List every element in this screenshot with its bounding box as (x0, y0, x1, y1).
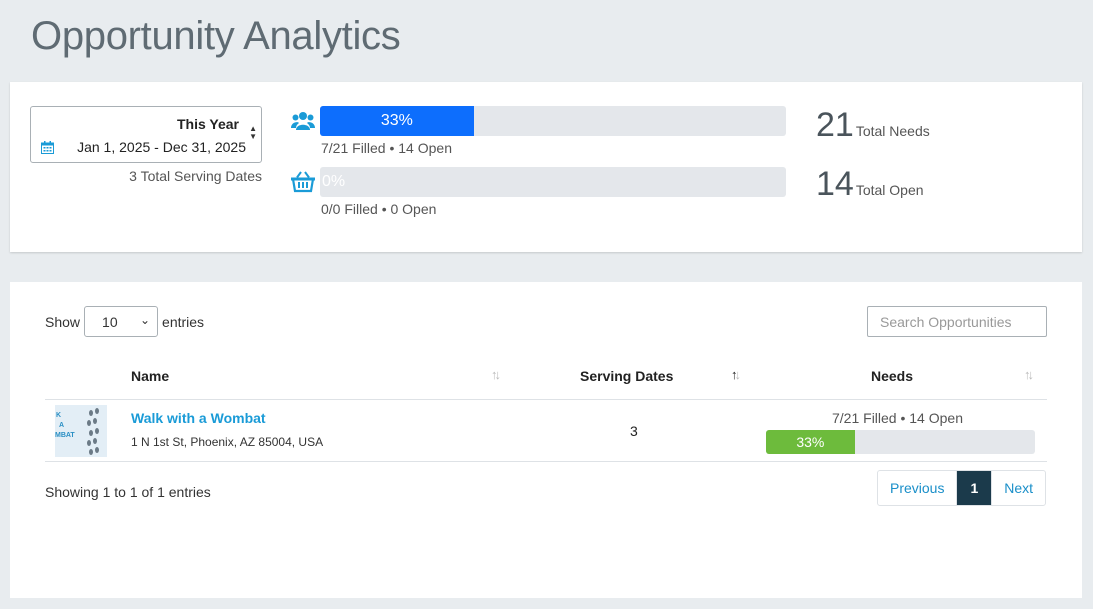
volunteer-progress-label: 33% (380, 112, 413, 129)
serving-dates-total: 3 Total Serving Dates (129, 168, 262, 184)
total-needs-label: Total Needs (855, 123, 930, 139)
sort-icon-needs[interactable]: ↑↓ (1024, 367, 1034, 382)
chevron-down-icon: ⌄ (139, 313, 151, 327)
next-page-button[interactable]: Next (1004, 480, 1034, 496)
basket-icon (291, 171, 315, 193)
total-needs-number: 21 (816, 106, 854, 144)
svg-text:MBAT: MBAT (55, 432, 75, 439)
search-input[interactable] (867, 306, 1047, 337)
date-range-name: This Year (176, 116, 239, 132)
select-arrows-icon: ▲ ▼ (249, 124, 257, 141)
volunteer-progress-track: 33% (320, 106, 786, 136)
volunteer-progress-caption: 7/21 Filled • 14 Open (321, 140, 452, 156)
svg-text:A: A (59, 422, 64, 429)
total-open-stat: 14 Total Open (816, 165, 924, 204)
serving-dates-count: 3 (630, 423, 638, 439)
items-progress-track: 0% (320, 167, 786, 197)
pagination: Previous 1 Next (877, 470, 1047, 506)
opportunity-thumbnail: K A MBAT (55, 405, 107, 457)
needs-caption: 7/21 Filled • 14 Open (832, 410, 963, 426)
calendar-icon (41, 141, 54, 154)
entries-length-value: 10 (102, 314, 118, 330)
opportunity-address: 1 N 1st St, Phoenix, AZ 85004, USA (131, 435, 324, 449)
svg-text:K: K (56, 412, 61, 419)
table-row: K A MBAT Walk with a Wombat 1 N 1st St, Ph… (45, 400, 1047, 462)
entries-length-select[interactable]: 10 ⌄ (84, 306, 159, 337)
sort-icon-serving-dates[interactable]: ↑↓ (731, 367, 741, 382)
column-header-name[interactable]: Name (131, 368, 170, 384)
sort-icon-name[interactable]: ↑↓ (491, 367, 501, 382)
wombat-footprints-icon: KA MBAT (55, 405, 107, 457)
column-header-serving-dates[interactable]: Serving Dates (580, 368, 674, 384)
show-label: Show (45, 313, 81, 330)
table-info: Showing 1 to 1 of 1 entries (45, 484, 211, 500)
needs-progress-label: 33% (796, 434, 825, 450)
volunteer-progress-fill (320, 106, 474, 136)
date-range-select[interactable]: This Year Jan 1, 2025 - Dec 31, 2025 ▲ ▼ (30, 106, 262, 163)
users-group-icon (291, 112, 315, 130)
opportunity-name-link[interactable]: Walk with a Wombat (131, 410, 266, 426)
items-progress-label: 0% (322, 173, 346, 190)
needs-progress-fill (766, 430, 855, 454)
previous-page-button[interactable]: Previous (878, 471, 958, 505)
total-needs-stat: 21 Total Needs (816, 106, 930, 145)
page-1-button[interactable]: 1 (957, 471, 993, 505)
table-header: Name ↑↓ Serving Dates ↑↓ Needs ↑↓ (45, 362, 1047, 400)
total-open-number: 14 (816, 165, 854, 203)
needs-progress-track: 33% (766, 430, 1035, 454)
length-control: Show 10 ⌄ entries (45, 306, 204, 337)
page-title: Opportunity Analytics (31, 14, 401, 58)
items-progress-caption: 0/0 Filled • 0 Open (321, 201, 437, 217)
column-header-needs[interactable]: Needs (871, 368, 914, 384)
summary-card: This Year Jan 1, 2025 - Dec 31, 2025 ▲ ▼ … (10, 82, 1082, 252)
opportunities-table-card: Show 10 ⌄ entries Name ↑↓ Serving Dates … (10, 282, 1082, 598)
date-range-dates: Jan 1, 2025 - Dec 31, 2025 (77, 139, 246, 155)
entries-label: entries (162, 313, 205, 330)
total-open-label: Total Open (855, 182, 924, 198)
